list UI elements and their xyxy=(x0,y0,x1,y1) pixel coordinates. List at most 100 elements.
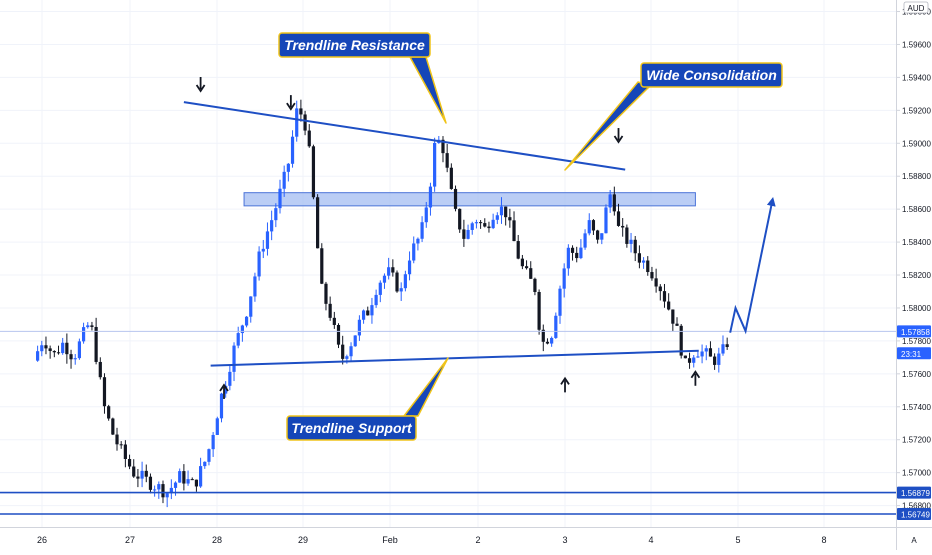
candle-body xyxy=(550,337,554,344)
candle xyxy=(366,306,370,316)
x-tick-label: 8 xyxy=(821,535,826,545)
candle xyxy=(328,296,332,321)
candle-body xyxy=(36,351,40,361)
candle xyxy=(48,345,52,359)
candle-body xyxy=(278,188,282,209)
candle xyxy=(541,324,545,352)
candle xyxy=(107,404,111,421)
y-tick-label: 1.57600 xyxy=(902,370,931,379)
candle-body xyxy=(73,358,77,360)
consolidation-zone[interactable] xyxy=(243,192,696,207)
callout-wide-consolidation[interactable]: Wide Consolidation xyxy=(564,62,783,171)
callout-trendline-resistance[interactable]: Trendline Resistance xyxy=(278,32,447,124)
candle xyxy=(224,381,228,398)
callout-text: Trendline Support xyxy=(291,420,413,436)
candle-body xyxy=(40,345,44,352)
candle xyxy=(399,282,403,301)
candle-body xyxy=(508,217,512,221)
candle-body xyxy=(499,206,504,216)
candle-body xyxy=(361,310,366,320)
y-tick-label: 1.58200 xyxy=(902,271,931,280)
x-tick-label: 28 xyxy=(212,535,222,545)
candle xyxy=(637,245,642,269)
candle xyxy=(332,311,336,329)
candle-body xyxy=(341,344,345,359)
trendline-support[interactable] xyxy=(210,349,699,367)
candle-body xyxy=(583,233,587,248)
candle xyxy=(144,464,148,483)
price-label[interactable]: 23:31 xyxy=(897,347,931,360)
candle-body xyxy=(667,301,671,310)
candle xyxy=(579,239,583,260)
candle-body xyxy=(441,139,445,154)
candle-body xyxy=(696,356,700,358)
candle-body xyxy=(378,282,382,295)
candle xyxy=(349,342,353,362)
candle-body xyxy=(387,267,391,276)
candle xyxy=(157,481,161,499)
candle-body xyxy=(382,275,387,283)
candle-body xyxy=(303,114,307,131)
candle-body xyxy=(336,324,341,345)
candle xyxy=(391,259,395,277)
candle xyxy=(278,179,282,214)
candle-body xyxy=(395,272,399,292)
candle-body xyxy=(717,353,721,365)
candle-body xyxy=(211,434,215,450)
price-label[interactable]: 1.57858 xyxy=(897,325,931,338)
candle xyxy=(587,213,591,236)
candle xyxy=(504,206,508,226)
candle xyxy=(249,296,253,323)
candle-body xyxy=(366,310,370,316)
candle xyxy=(570,245,575,261)
candle xyxy=(529,261,533,279)
candle-body xyxy=(107,406,111,419)
candle-body xyxy=(56,352,61,354)
candle xyxy=(270,210,274,241)
candle-body xyxy=(566,247,570,269)
candle xyxy=(98,357,102,380)
price-label[interactable]: 1.56749 xyxy=(897,507,931,520)
candle-body xyxy=(562,268,566,289)
candle xyxy=(583,229,587,250)
candle xyxy=(437,135,441,144)
candle-body xyxy=(232,345,236,372)
trendline-resistance[interactable] xyxy=(183,101,626,171)
candle xyxy=(370,297,374,324)
candle xyxy=(692,355,696,368)
candle-body xyxy=(52,351,56,353)
candle-body xyxy=(144,470,148,477)
candle-body xyxy=(412,243,416,261)
price-label[interactable]: 1.56879 xyxy=(897,486,931,499)
y-tick-label: 1.59400 xyxy=(902,73,931,82)
arrow-head xyxy=(613,135,624,144)
candle xyxy=(520,254,524,270)
x-tick-label: Feb xyxy=(382,535,398,545)
candle-body xyxy=(94,326,98,362)
candle xyxy=(554,312,558,339)
candle xyxy=(119,441,123,449)
candle xyxy=(102,373,107,414)
candle xyxy=(474,219,479,229)
candle xyxy=(462,219,466,247)
candle xyxy=(90,321,94,331)
candle-body xyxy=(265,231,270,249)
candle xyxy=(194,479,199,492)
up-arrow-icon xyxy=(219,383,229,399)
candle xyxy=(466,224,470,240)
callout-trendline-support[interactable]: Trendline Support xyxy=(286,357,449,441)
y-tick-label: 1.59600 xyxy=(902,40,931,49)
candle-body xyxy=(353,335,357,347)
candle-body xyxy=(575,252,579,259)
candle-body xyxy=(462,229,466,239)
candle xyxy=(458,208,462,233)
candle xyxy=(412,236,416,264)
arrow-head xyxy=(560,376,570,385)
candle-body xyxy=(570,247,575,253)
candle xyxy=(608,189,612,213)
candle-body xyxy=(458,208,462,230)
candle xyxy=(357,315,362,341)
candle-body xyxy=(178,471,182,483)
projection-arrow[interactable] xyxy=(729,197,776,335)
